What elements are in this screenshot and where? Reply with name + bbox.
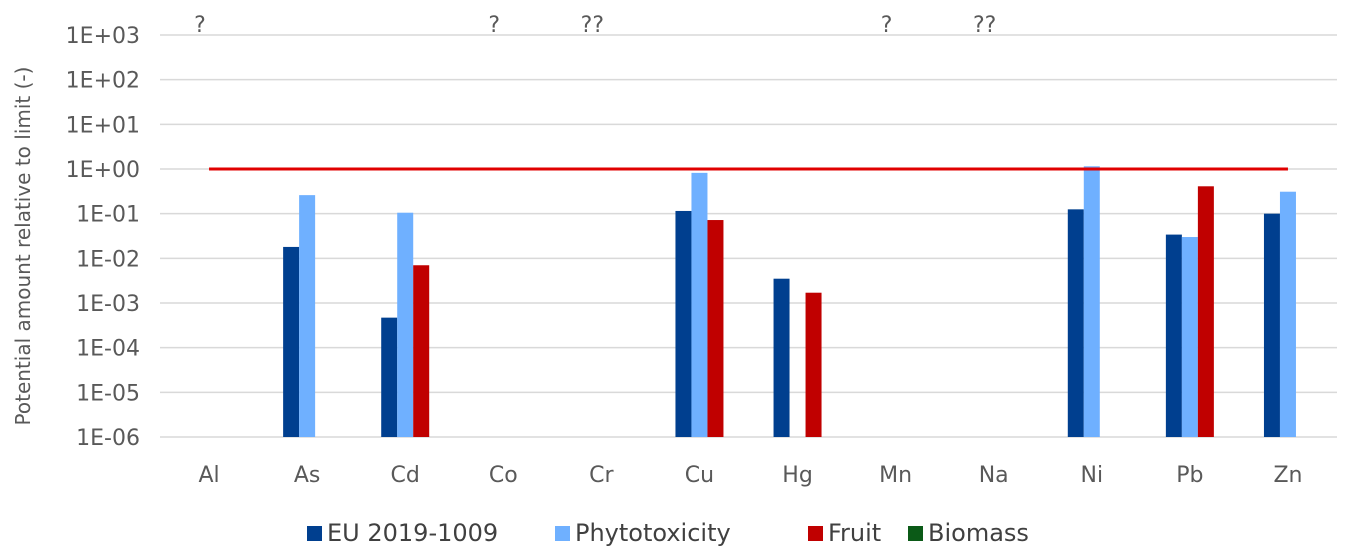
bar-fruit-cd bbox=[413, 265, 430, 437]
bar-eu-2019-1009-ni bbox=[1067, 209, 1084, 437]
bar-phytotoxicity-zn bbox=[1279, 191, 1296, 437]
legend-swatch bbox=[808, 526, 823, 541]
x-tick-label: Cu bbox=[685, 463, 714, 488]
y-tick-label: 1E-01 bbox=[76, 203, 140, 228]
bar-phytotoxicity-pb bbox=[1181, 237, 1198, 437]
x-tick-label: Al bbox=[198, 463, 219, 488]
legend-swatch bbox=[908, 526, 923, 541]
bar-phytotoxicity-ni bbox=[1083, 166, 1100, 438]
legend-item: Phytotoxicity bbox=[555, 519, 731, 547]
bar-eu-2019-1009-hg bbox=[773, 278, 790, 437]
y-tick-label: 1E-03 bbox=[76, 292, 140, 317]
annotation-al: ? bbox=[194, 13, 206, 38]
legend-item: Biomass bbox=[908, 519, 1029, 547]
y-tick-label: 1E-02 bbox=[76, 247, 140, 272]
annotations: ??????? bbox=[194, 13, 996, 38]
legend-label: Biomass bbox=[928, 519, 1029, 547]
y-axis-label: Potential amount relative to limit (-) bbox=[11, 67, 35, 426]
y-axis-ticks: 1E-06 1E-05 1E-04 1E-03 1E-02 1E-01 1E+00 1E+01… bbox=[66, 24, 140, 451]
legend-label: Fruit bbox=[828, 519, 881, 547]
annotation-cr: ?? bbox=[581, 13, 604, 38]
y-tick-label: 1E+01 bbox=[66, 113, 140, 138]
y-tick-label: 1E-06 bbox=[76, 426, 140, 451]
x-tick-label: Zn bbox=[1273, 463, 1302, 488]
bar-phytotoxicity-cd bbox=[397, 212, 414, 437]
bar-fruit-hg bbox=[805, 292, 822, 437]
y-tick-label: 1E-05 bbox=[76, 381, 140, 406]
y-tick-label: 1E+00 bbox=[66, 158, 140, 183]
x-tick-label: Cd bbox=[391, 463, 420, 488]
bar-fruit-cu bbox=[707, 220, 724, 437]
x-tick-label: Cr bbox=[589, 463, 614, 488]
y-tick-label: 1E+02 bbox=[66, 69, 140, 94]
x-tick-label: As bbox=[294, 463, 321, 488]
bar-fruit-pb bbox=[1197, 186, 1214, 437]
legend-swatch bbox=[555, 526, 570, 541]
annotation-mn: ? bbox=[881, 13, 893, 38]
bar-eu-2019-1009-zn bbox=[1263, 213, 1280, 437]
bar-eu-2019-1009-as bbox=[283, 246, 300, 437]
legend-swatch bbox=[307, 526, 322, 541]
legend-label: Phytotoxicity bbox=[575, 519, 731, 547]
bar-phytotoxicity-cu bbox=[691, 172, 708, 437]
bar-eu-2019-1009-cu bbox=[675, 210, 692, 437]
annotation-na: ?? bbox=[973, 13, 996, 38]
x-tick-label: Ni bbox=[1081, 463, 1104, 488]
y-tick-label: 1E-04 bbox=[76, 337, 140, 362]
x-tick-label: Na bbox=[979, 463, 1009, 488]
bar-eu-2019-1009-cd bbox=[381, 317, 398, 437]
x-tick-label: Co bbox=[489, 463, 518, 488]
x-tick-label: Mn bbox=[879, 463, 912, 488]
bars bbox=[283, 166, 1296, 438]
x-tick-label: Pb bbox=[1176, 463, 1203, 488]
legend-label: EU 2019-1009 bbox=[327, 519, 498, 547]
x-axis-ticks: Al As Cd Co Cr Cu Hg Mn Na Ni Pb Zn bbox=[198, 463, 1302, 488]
bar-eu-2019-1009-pb bbox=[1165, 234, 1182, 437]
legend-item: EU 2019-1009 bbox=[307, 519, 498, 547]
legend-item: Fruit bbox=[808, 519, 881, 547]
y-tick-label: 1E+03 bbox=[66, 24, 140, 49]
legend: EU 2019-1009 Phytotoxicity Fruit Biomass bbox=[307, 519, 1029, 547]
x-tick-label: Hg bbox=[782, 463, 813, 488]
bar-phytotoxicity-as bbox=[299, 195, 316, 437]
grid-lines bbox=[160, 34, 1337, 438]
annotation-co: ? bbox=[488, 13, 500, 38]
